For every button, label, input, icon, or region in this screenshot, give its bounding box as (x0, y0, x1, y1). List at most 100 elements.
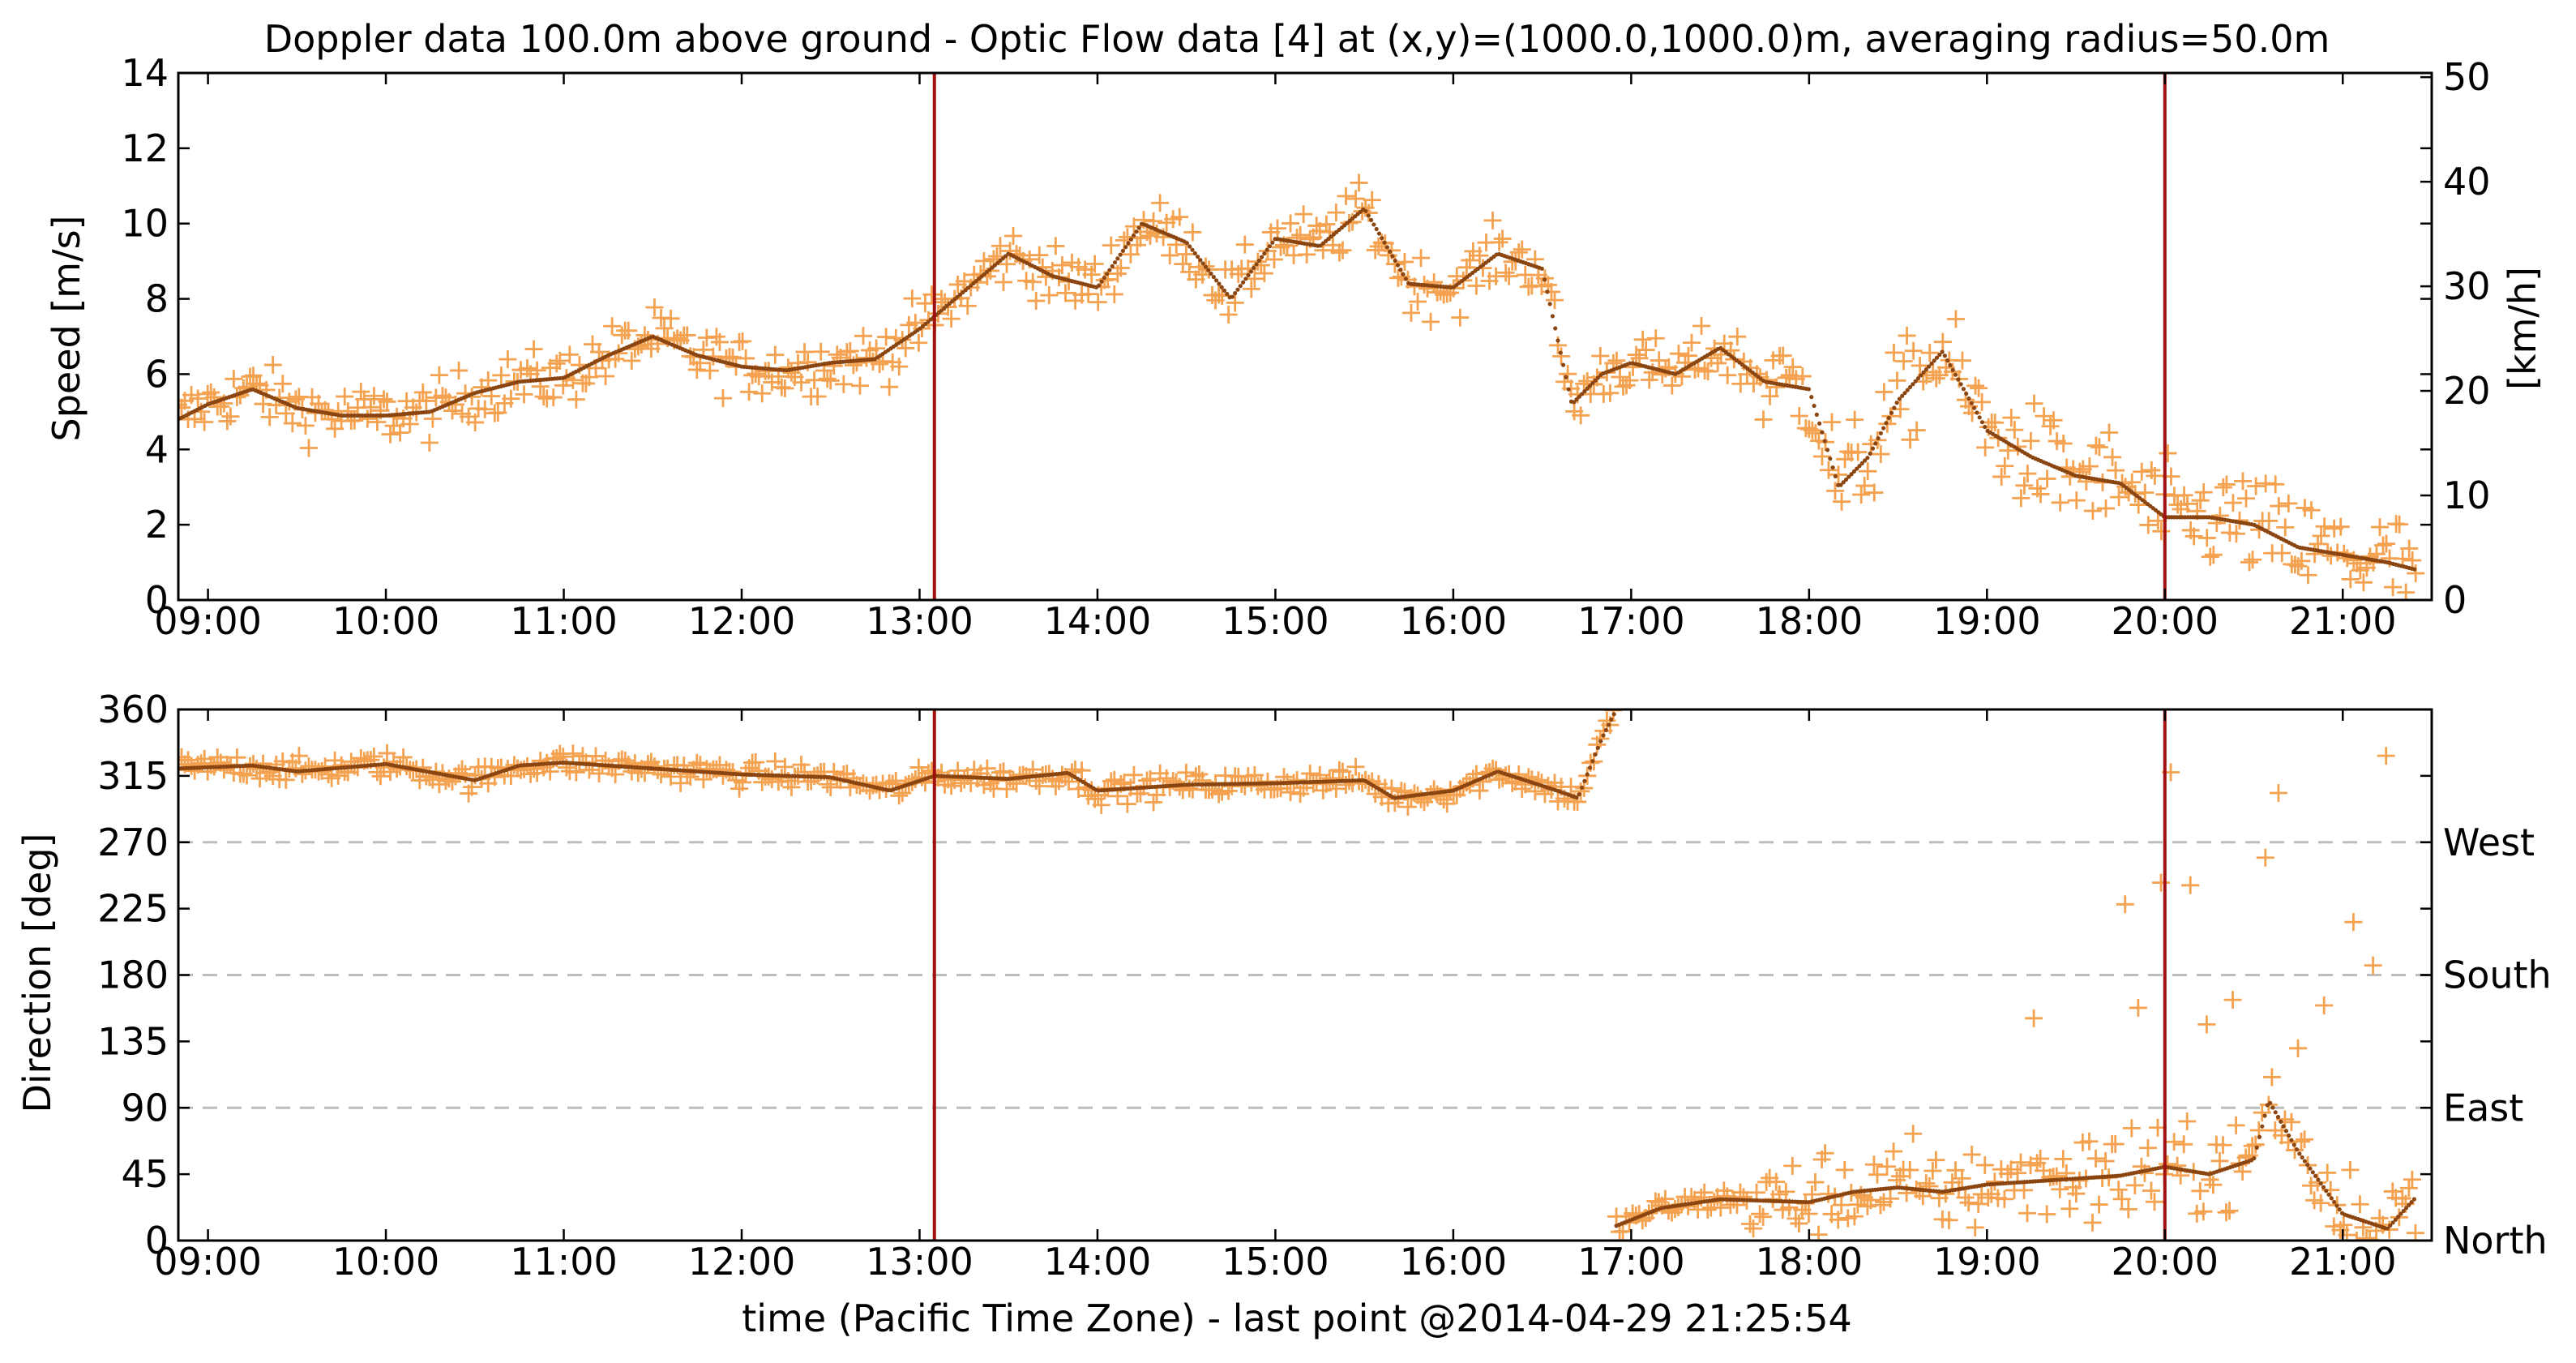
average-point (1211, 275, 1216, 280)
average-point (1611, 712, 1616, 717)
scatter-point (1826, 482, 1845, 500)
x-tick-label: 19:00 (1933, 1240, 2041, 1284)
average-point (1539, 266, 1544, 271)
scatter-point (547, 354, 566, 373)
average-point (1971, 405, 1977, 410)
average-point (1203, 264, 1209, 269)
scatter-point (740, 383, 759, 401)
scatter-point (1637, 341, 1655, 359)
scatter-point (254, 395, 272, 414)
average-point (1190, 247, 1195, 252)
scatter-point (1682, 333, 1701, 352)
average-point (1830, 465, 1835, 470)
scatter-point (1783, 1156, 1802, 1175)
average-point (1555, 338, 1560, 343)
scatter-point (524, 340, 543, 358)
average-point (1371, 222, 1376, 227)
scatter-point (1894, 352, 1913, 371)
scatter-point (2083, 502, 2102, 521)
scatter-point (1992, 467, 2011, 486)
scatter-point (1405, 277, 1423, 296)
scatter-point (1056, 284, 1075, 302)
scatter-point (1953, 1169, 1971, 1188)
scatter-point (1053, 256, 1072, 275)
x-tick-label: 17:00 (1577, 1240, 1685, 1284)
average-point (1126, 241, 1131, 246)
average-point (1929, 361, 1934, 366)
scatter-point (580, 368, 598, 387)
scatter-point (1646, 329, 1665, 348)
scatter-point (671, 774, 690, 792)
average-point (1099, 279, 1104, 284)
scatter-point (2351, 1195, 2369, 1214)
scatter-point (2018, 1204, 2037, 1223)
scatter-point (1816, 1144, 1834, 1163)
average-point (1566, 387, 1571, 392)
scatter-point (1483, 211, 1502, 229)
scatter-point (2282, 1112, 2300, 1131)
scatter-point (2086, 436, 2105, 455)
scatter-point (1601, 384, 1620, 402)
average-point (1820, 430, 1825, 435)
scatter-point (2139, 516, 2158, 534)
scatter-point (492, 366, 511, 384)
scatter-point (1422, 312, 1440, 331)
average-point (1195, 254, 1200, 259)
scatter-point (2051, 1180, 2069, 1198)
x-tick-label: 18:00 (1756, 1240, 1864, 1284)
scatter-point (2240, 553, 2259, 572)
direction-panel: Direction [deg] 09:00 10:00 11:00 12:00 13:0… (15, 688, 2552, 1284)
average-point (1107, 268, 1112, 272)
scatter-point (753, 384, 772, 403)
scatter-point (286, 390, 305, 409)
average-point (1105, 272, 1110, 276)
average-point (1225, 291, 1230, 297)
x-tick-label: 10:00 (332, 599, 440, 643)
scatter-point (2080, 1132, 2099, 1151)
scatter-point (316, 757, 335, 776)
scatter-point (1412, 249, 1431, 268)
average-point (2398, 1211, 2403, 1216)
scatter-point (2048, 1167, 2066, 1185)
average-point (1886, 415, 1891, 421)
average-point (1868, 451, 1872, 456)
scatter-point (2109, 1181, 2128, 1199)
scatter-point (2096, 1152, 2115, 1171)
average-point (1595, 745, 1600, 750)
average-point (1382, 240, 1387, 245)
average-point (1593, 378, 1598, 383)
scatter-point (792, 756, 811, 774)
scatter-point (515, 385, 533, 404)
average-line (178, 207, 2417, 572)
scatter-point (2100, 423, 2119, 442)
x-tick-label: 10:00 (332, 1240, 440, 1284)
average-point (1262, 251, 1267, 256)
scatter-point (1855, 477, 1874, 495)
average-point (2318, 1181, 2323, 1186)
average-point (1825, 448, 1830, 452)
x-tick-label: 18:00 (1756, 599, 1864, 643)
average-point (1892, 405, 1897, 410)
x-tick-label: 15:00 (1222, 1240, 1329, 1284)
scatter-point (2302, 501, 2321, 520)
average-point (2273, 1110, 2278, 1115)
scatter-point (2152, 873, 2171, 892)
scatter-point (2090, 1195, 2108, 1214)
scatter-point (1888, 371, 1906, 390)
y-tick-label: 4 (145, 427, 169, 471)
scatter-point (2031, 485, 2050, 504)
average-point (1598, 739, 1603, 744)
scatter-point (560, 345, 579, 364)
compass-label: North (2443, 1219, 2548, 1262)
scatter-point (1829, 465, 1848, 484)
scatter-point (1861, 1191, 1880, 1210)
average-point (1876, 435, 1881, 441)
scatter-point (2054, 1150, 2073, 1168)
scatter-point (2223, 991, 2242, 1009)
scatter-point (1852, 486, 1871, 504)
average-point (1398, 268, 1403, 272)
plot-area (178, 174, 2425, 600)
scatter-point (1591, 347, 1610, 366)
scatter-point (942, 310, 961, 328)
scatter-point (489, 403, 507, 422)
